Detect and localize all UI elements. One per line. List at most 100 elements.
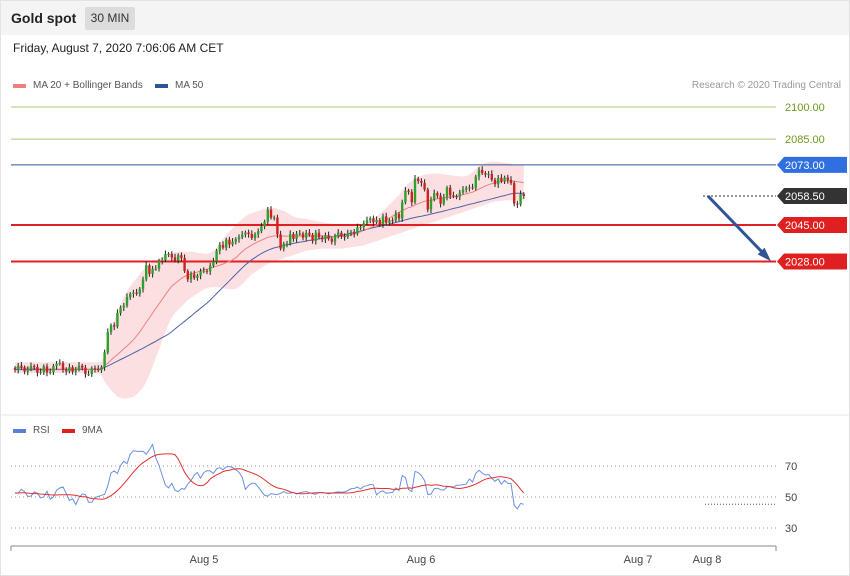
candle-body <box>17 365 20 370</box>
candle-body <box>237 237 241 240</box>
price-tag-last <box>777 188 847 205</box>
rsi-ma-line <box>15 453 525 500</box>
candle-body <box>100 367 103 371</box>
x-tick-label: Aug 5 <box>190 554 219 566</box>
candle-body <box>388 220 391 223</box>
candle-body <box>413 178 417 203</box>
candle-body <box>401 202 404 219</box>
candle-body <box>468 187 471 189</box>
candle-body <box>154 268 157 270</box>
candle-body <box>244 232 247 235</box>
candle-body <box>87 374 90 376</box>
x-tick-label: Aug 7 <box>624 554 653 566</box>
candle-body <box>378 220 381 225</box>
candle-body <box>452 195 455 197</box>
price-tag-support <box>777 253 847 270</box>
candle-body <box>151 268 154 274</box>
candle-body <box>218 244 221 251</box>
candle-body <box>381 216 385 225</box>
candle-body <box>285 243 289 245</box>
candle-body <box>314 232 317 241</box>
candle-body <box>506 177 509 180</box>
candle-body <box>26 369 29 372</box>
legend-label-ma20: MA 20 + Bollinger Bands <box>33 80 143 91</box>
candle-body <box>23 367 26 372</box>
candle-body <box>202 270 205 272</box>
candle-body <box>129 294 132 298</box>
candle-body <box>458 192 461 197</box>
candle-body <box>55 363 58 366</box>
ma50-line <box>14 192 524 371</box>
candle-body <box>324 235 327 240</box>
candle-body <box>61 362 65 370</box>
legend-swatch-ma50 <box>155 83 168 88</box>
candle-body <box>49 372 52 374</box>
candle-body <box>394 214 397 221</box>
candle-body <box>215 250 218 262</box>
legend-9ma: 9MA <box>62 425 103 436</box>
candle-body <box>365 220 369 224</box>
candle-body <box>164 254 167 261</box>
candle-body <box>321 237 324 240</box>
candle-body <box>292 233 295 239</box>
candle-body <box>289 233 292 244</box>
candle-body <box>13 368 17 370</box>
datetime-label: Friday, August 7, 2020 7:06:06 AM CET <box>13 41 224 55</box>
legend-swatch-rsi <box>13 428 26 433</box>
candle-body <box>346 233 349 237</box>
legend-ma50: MA 50 <box>155 80 203 91</box>
candle-body <box>330 238 333 242</box>
candle-body <box>461 189 465 193</box>
candle-body <box>116 312 119 327</box>
candle-body <box>231 241 234 245</box>
candle-body <box>260 226 263 232</box>
candle-body <box>29 366 33 370</box>
candle-body <box>93 368 97 370</box>
candle-body <box>340 232 343 237</box>
candle-body <box>497 177 500 185</box>
projection-arrowhead <box>757 247 771 262</box>
candle-body <box>372 218 375 223</box>
candle-body <box>349 231 353 234</box>
candle-body <box>481 169 484 174</box>
candle-body <box>180 255 183 259</box>
candle-body <box>276 217 279 235</box>
candle-body <box>519 194 522 205</box>
price-label-last: 2058.50 <box>785 191 825 203</box>
candle-body <box>263 221 266 227</box>
candle-body <box>77 365 81 370</box>
candle-body <box>308 232 311 235</box>
timeframe-button[interactable]: 30 MIN <box>85 7 135 30</box>
price-label-pivot: 2073.00 <box>785 160 825 172</box>
candle-body <box>68 367 71 372</box>
candle-body <box>298 233 301 235</box>
candle-body <box>407 190 410 192</box>
price-tag-pivot <box>777 156 847 173</box>
candle-body <box>186 271 189 280</box>
candle-body <box>138 288 141 294</box>
candle-body <box>148 265 151 274</box>
candle-body <box>513 183 516 204</box>
candle-body <box>45 366 49 373</box>
x-tick-label: Aug 8 <box>693 554 722 566</box>
price-label-support: 2045.00 <box>785 220 825 232</box>
price-label-resistance: 2085.00 <box>785 134 825 146</box>
candle-body <box>253 234 257 239</box>
candle-body <box>493 179 497 185</box>
candle-body <box>375 220 378 223</box>
candle-body <box>20 365 23 368</box>
candle-body <box>205 270 209 272</box>
legend-ma20-bb: MA 20 + Bollinger Bands <box>13 80 143 91</box>
header-bar <box>1 1 849 35</box>
candle-body <box>477 169 481 177</box>
legend-swatch-9ma <box>62 428 75 433</box>
candle-body <box>125 297 129 306</box>
legend-label-ma50: MA 50 <box>175 80 204 91</box>
candle-body <box>177 255 180 261</box>
candle-body <box>295 233 298 239</box>
price-tag-support <box>777 216 847 233</box>
candle-body <box>132 292 135 295</box>
candle-body <box>471 187 474 189</box>
candle-body <box>404 190 407 203</box>
